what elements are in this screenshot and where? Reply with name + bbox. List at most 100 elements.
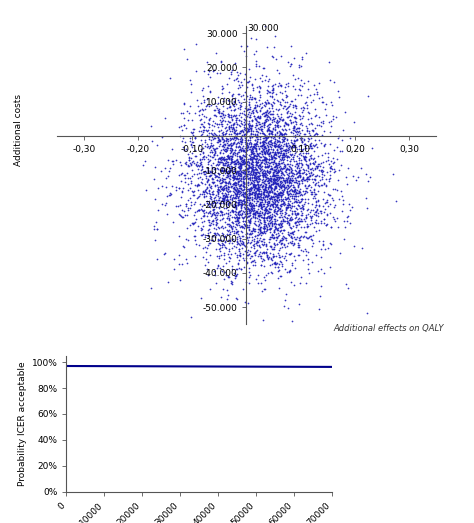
Point — [282, 98, 289, 106]
Point — [334, 155, 341, 164]
Point — [253, 245, 260, 254]
Point — [216, 69, 224, 77]
Point — [241, 148, 248, 156]
Point — [308, 170, 316, 179]
Point — [269, 144, 277, 153]
Point — [260, 109, 267, 117]
Point — [232, 198, 239, 207]
Point — [283, 153, 291, 162]
Point — [278, 234, 286, 242]
Point — [246, 72, 254, 81]
Point — [212, 196, 220, 204]
Point — [244, 158, 251, 166]
Point — [261, 238, 268, 247]
Point — [235, 177, 242, 186]
Point — [205, 142, 212, 150]
Point — [237, 162, 244, 170]
Point — [261, 149, 268, 157]
Point — [198, 86, 206, 94]
Point — [310, 96, 317, 105]
Point — [213, 198, 220, 207]
Point — [194, 174, 202, 183]
Point — [264, 126, 272, 134]
Point — [285, 111, 292, 120]
Point — [237, 191, 245, 199]
Point — [223, 139, 231, 147]
Point — [252, 145, 260, 154]
Point — [300, 166, 308, 174]
Point — [258, 183, 266, 191]
Point — [177, 122, 185, 130]
Point — [222, 196, 230, 204]
Point — [187, 128, 195, 137]
Point — [237, 145, 244, 153]
Point — [247, 150, 255, 158]
Point — [216, 127, 223, 135]
Point — [269, 233, 276, 242]
Point — [263, 174, 271, 183]
Point — [313, 130, 321, 138]
Point — [392, 197, 400, 206]
Point — [252, 144, 259, 152]
Point — [234, 258, 242, 267]
Point — [319, 119, 327, 128]
Point — [219, 130, 227, 138]
Point — [268, 214, 275, 222]
Point — [234, 187, 242, 195]
Point — [238, 131, 246, 139]
Point — [292, 188, 300, 197]
Point — [229, 207, 237, 215]
Point — [242, 142, 250, 150]
Point — [281, 145, 289, 154]
Point — [292, 149, 299, 157]
Point — [245, 139, 253, 147]
Point — [275, 160, 283, 168]
Point — [291, 132, 299, 141]
Point — [244, 212, 252, 220]
Point — [303, 206, 311, 214]
Point — [268, 269, 275, 277]
Point — [265, 169, 273, 177]
Point — [255, 82, 263, 90]
Point — [242, 138, 250, 146]
Point — [283, 145, 290, 153]
Point — [240, 95, 247, 104]
Point — [315, 197, 322, 205]
Point — [285, 249, 293, 258]
Point — [246, 113, 253, 121]
Point — [179, 134, 186, 143]
Point — [202, 255, 210, 263]
Point — [175, 184, 183, 192]
Point — [227, 113, 235, 121]
Point — [206, 183, 214, 191]
Point — [225, 123, 233, 131]
Point — [227, 67, 235, 76]
Point — [287, 42, 294, 50]
Point — [304, 163, 312, 172]
Point — [256, 207, 264, 215]
Point — [226, 187, 233, 196]
Point — [240, 172, 247, 180]
Point — [260, 225, 268, 233]
Point — [285, 102, 292, 110]
Point — [240, 121, 248, 129]
Point — [291, 183, 298, 191]
Point — [201, 142, 209, 151]
Point — [255, 220, 263, 228]
Point — [304, 149, 311, 157]
Point — [297, 204, 305, 212]
Point — [248, 121, 256, 130]
Point — [304, 174, 311, 182]
Point — [261, 156, 269, 165]
Point — [241, 130, 249, 138]
Point — [275, 175, 283, 183]
Point — [219, 185, 226, 194]
Point — [248, 202, 256, 211]
Point — [261, 134, 268, 142]
Point — [275, 191, 283, 199]
Point — [204, 175, 212, 184]
Point — [232, 132, 240, 141]
Point — [262, 198, 269, 207]
Point — [259, 156, 267, 164]
Point — [284, 78, 292, 87]
